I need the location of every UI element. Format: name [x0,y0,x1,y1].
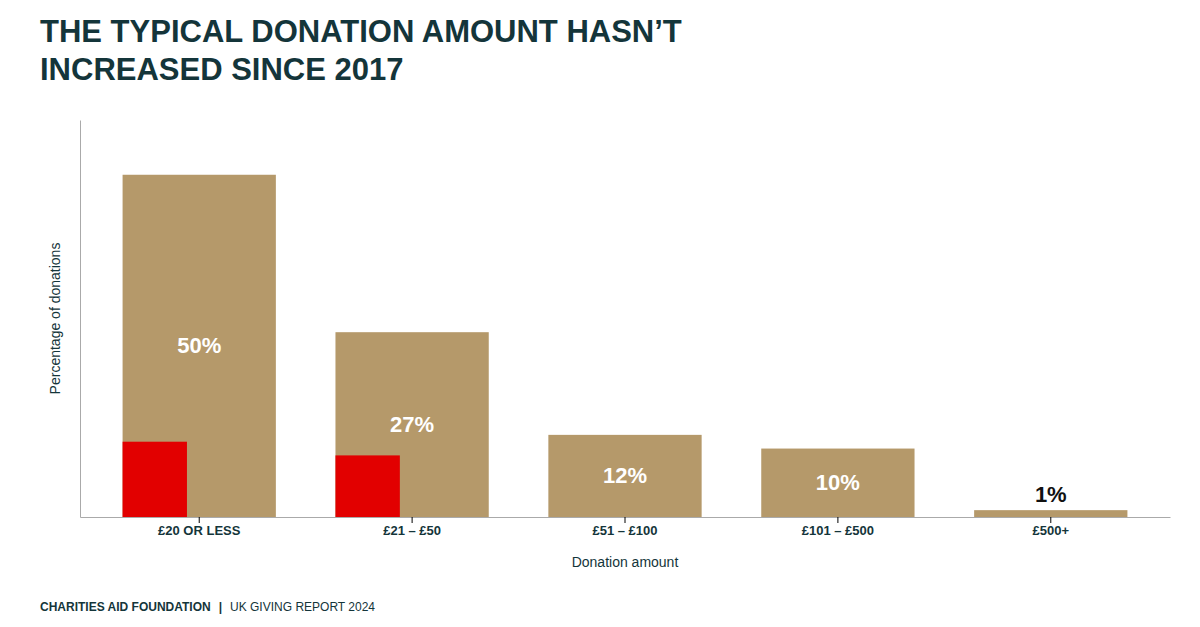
title: INCREASED SINCE 2017 [40,52,404,87]
data-label: 10% [816,470,860,495]
x-tick: £101 – £500 [802,517,874,538]
data-label: 12% [603,463,647,488]
accent-bar [123,442,187,517]
data-label: 27% [390,412,434,437]
x-axis-title: Donation amount [572,554,679,570]
x-tick-label: £20 OR LESS [158,523,241,538]
x-tick-mark [412,517,413,523]
footer: CHARITIES AID FOUNDATION | UK GIVING REPOR… [40,600,375,614]
footer-part: CHARITIES AID FOUNDATION [40,600,211,614]
series [123,175,1128,517]
x-tick-label: £500+ [1033,523,1070,538]
x-tick-label: £21 – £50 [383,523,441,538]
title: THE TYPICAL DONATION AMOUNT HASN’T [40,14,682,49]
x-axis: £20 OR LESS £21 – £50 £51 – £100 £101 – £50… [81,517,1171,538]
bar [761,449,914,517]
chart: THE TYPICAL DONATION AMOUNT HASN’TINCREA… [0,0,1200,627]
accent-bar [335,455,399,517]
data-label: 50% [177,333,221,358]
plot: £20 OR LESS £21 – £50 £51 – £100 £101 – £50… [81,121,1171,539]
footer-part: | [219,600,222,614]
bar [123,175,276,517]
x-tick-mark [1050,517,1051,523]
x-tick: £51 – £100 [592,517,657,538]
data-labels: 50% 27% 12% 10% 1% [177,333,1066,507]
x-tick: £20 OR LESS [158,517,241,538]
bar [335,332,488,517]
y-axis [80,121,81,518]
x-tick-label: £101 – £500 [802,523,874,538]
data-label: 1% [1035,482,1067,507]
x-tick-mark [625,517,626,523]
title-group: THE TYPICAL DONATION AMOUNT HASN’TINCREA… [40,14,682,87]
x-tick-label: £51 – £100 [592,523,657,538]
bar [974,510,1127,517]
x-tick-mark [199,517,200,523]
footer-part: UK GIVING REPORT 2024 [230,600,375,614]
x-tick: £21 – £50 [383,517,441,538]
bars [123,175,1128,517]
y-axis-line [80,121,81,518]
x-tick-mark [837,517,838,523]
y-axis-title: Percentage of donations [47,243,63,395]
x-tick: £500+ [1033,517,1070,538]
series [123,442,400,517]
bar [548,435,701,517]
